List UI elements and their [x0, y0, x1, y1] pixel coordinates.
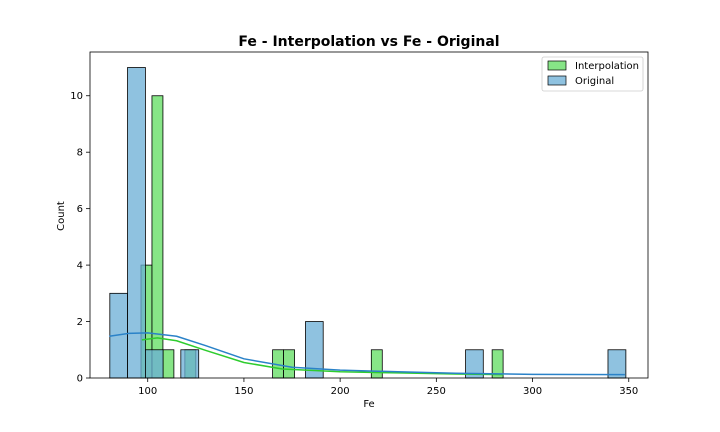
- x-axis-label: Fe: [363, 399, 374, 410]
- x-tick-label: 350: [619, 386, 638, 397]
- plot-frame: [89, 51, 649, 379]
- x-tick-label: 100: [138, 386, 157, 397]
- y-tick-label: 8: [77, 148, 83, 159]
- x-tick-label: 300: [523, 386, 542, 397]
- y-axis-ticks: 0 2 4 6 8 10: [70, 91, 90, 385]
- bar-original: [127, 67, 146, 379]
- x-axis-ticks: 100 150 200 250 300 350: [138, 378, 638, 397]
- y-tick-label: 0: [77, 374, 83, 385]
- legend-swatch-original: [547, 75, 567, 86]
- kde-line-original: [109, 332, 625, 376]
- x-tick-label: 250: [427, 386, 446, 397]
- legend-label-interpolation: Interpolation: [575, 61, 639, 72]
- bar-interpolation: [162, 349, 175, 379]
- y-tick-label: 6: [77, 204, 83, 215]
- bar-interpolation: [151, 95, 164, 379]
- bar-interpolation: [370, 349, 383, 379]
- legend-box: [541, 56, 644, 92]
- y-tick-label: 10: [70, 91, 83, 102]
- y-tick-label: 2: [77, 317, 83, 328]
- bar-original: [180, 349, 200, 379]
- x-tick-label: 200: [331, 386, 350, 397]
- bar-original: [145, 349, 164, 379]
- y-axis-label: Count: [56, 201, 67, 231]
- kde-line-interpolation: [141, 337, 504, 376]
- chart-title: Fe - Interpolation vs Fe - Original: [238, 34, 499, 50]
- legend-swatch-interpolation: [547, 60, 567, 71]
- y-tick-label: 4: [77, 261, 83, 272]
- legend: Interpolation Original: [541, 56, 644, 92]
- bars-layer: [109, 67, 627, 379]
- kde-layer: [109, 332, 625, 376]
- x-tick-label: 150: [234, 386, 253, 397]
- legend-label-original: Original: [575, 76, 614, 87]
- bar-original: [607, 349, 627, 379]
- bar-interpolation: [283, 349, 295, 379]
